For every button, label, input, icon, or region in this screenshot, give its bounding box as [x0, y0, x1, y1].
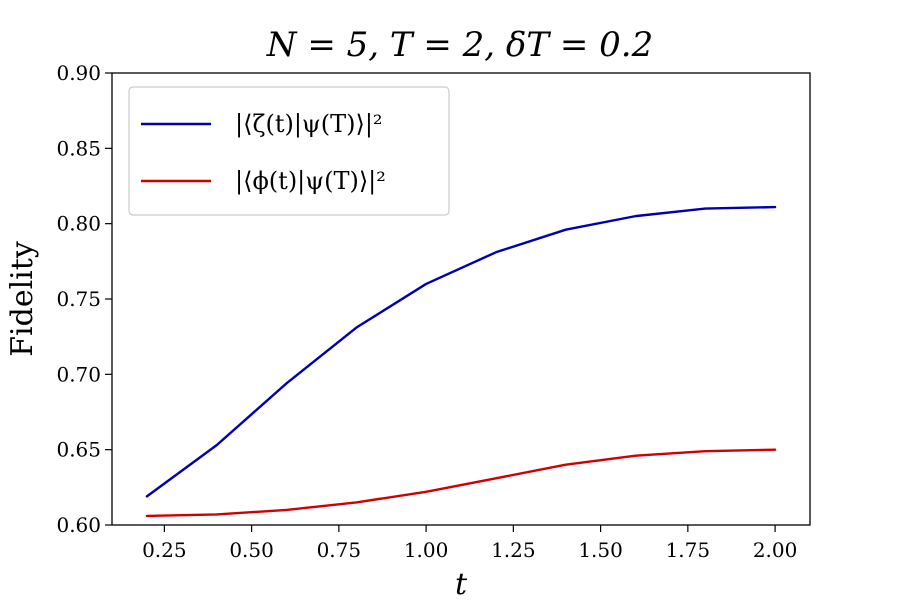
y-axis-label: Fidelity: [5, 241, 40, 357]
x-tick-label: 2.00: [753, 538, 798, 562]
legend-box: [128, 86, 450, 216]
legend-label-series-2: |⟨ϕ(t)|ψ(T)⟩|²: [235, 167, 386, 196]
y-tick-label: 0.80: [56, 212, 101, 236]
x-tick-label: 1.50: [578, 538, 623, 562]
legend: |⟨ζ(t)|ψ(T)⟩|² |⟨ϕ(t)|ψ(T)⟩|²: [128, 86, 450, 216]
y-tick-label: 0.90: [56, 61, 101, 85]
y-tick-label: 0.70: [56, 362, 101, 386]
y-tick-label: 0.75: [56, 287, 101, 311]
series-line-1: [145, 205, 777, 498]
x-tick-label: 1.75: [666, 538, 711, 562]
x-axis: 0.25 0.50 0.75 1.00 1.25 1.50 1.75 2.00: [142, 525, 797, 562]
x-tick-label: 1.25: [491, 538, 536, 562]
y-axis: 0.60 0.65 0.70 0.75 0.80 0.85 0.90: [56, 61, 112, 537]
y-tick-label: 0.60: [56, 513, 101, 537]
y-tick-label: 0.85: [56, 136, 101, 160]
x-tick-label: 1.00: [404, 538, 449, 562]
y-tick-label: 0.65: [56, 438, 101, 462]
x-tick-label: 0.25: [142, 538, 187, 562]
chart-title: N = 5, T = 2, δT = 0.2: [266, 25, 653, 65]
x-tick-label: 0.75: [317, 538, 362, 562]
series-layer: [145, 205, 777, 518]
x-axis-label: t: [455, 567, 468, 600]
series-line-2: [145, 448, 777, 518]
legend-label-series-1: |⟨ζ(t)|ψ(T)⟩|²: [235, 110, 383, 139]
x-tick-label: 0.50: [229, 538, 274, 562]
